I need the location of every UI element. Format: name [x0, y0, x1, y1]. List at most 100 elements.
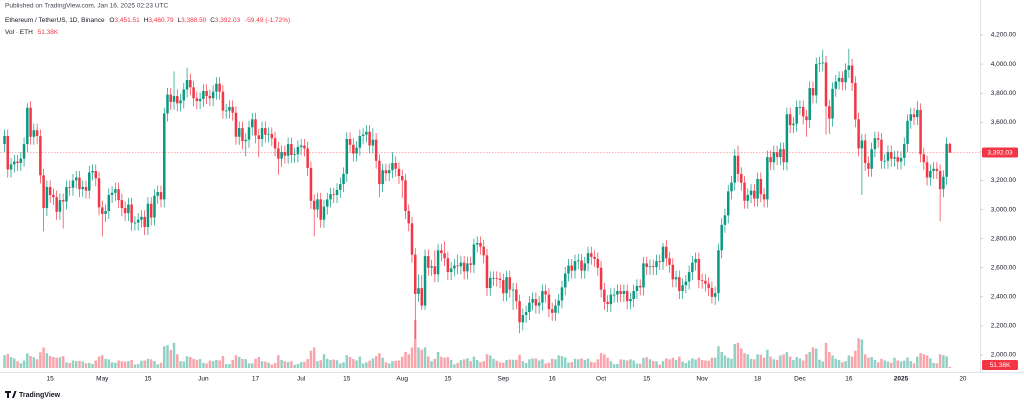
volume-bar	[472, 356, 476, 368]
volume-label: 51.38K	[990, 362, 1011, 369]
candle-body	[81, 186, 84, 190]
volume-bar	[19, 363, 23, 368]
volume-bar	[537, 360, 541, 368]
volume-bar	[192, 358, 195, 368]
volume-bar	[919, 353, 922, 368]
candle-body	[720, 224, 723, 251]
volume-bar	[130, 360, 133, 368]
candle-body	[153, 195, 156, 218]
volume-bar	[671, 357, 675, 368]
candle-body	[189, 80, 192, 88]
candle-body	[629, 299, 632, 302]
x-tick-label: 16	[549, 376, 557, 383]
candle-body	[42, 175, 45, 209]
volume-bar	[844, 361, 847, 368]
volume-bar	[273, 362, 277, 368]
volume-bar	[42, 347, 45, 368]
volume-bar	[651, 361, 655, 368]
candle-body	[58, 200, 62, 212]
volume-bar	[104, 358, 107, 368]
candle-body	[423, 256, 427, 306]
volume-bar	[218, 360, 221, 368]
candle-body	[387, 170, 391, 174]
candle-body	[329, 194, 332, 200]
candle-body	[935, 168, 939, 171]
x-tick-label: Dec	[794, 376, 806, 383]
candle-body	[110, 192, 114, 195]
x-tick-label: Aug	[396, 376, 408, 383]
candle-body	[335, 189, 339, 195]
candle-body	[143, 216, 146, 227]
volume-bar	[736, 342, 740, 368]
candle-body	[896, 157, 899, 162]
candle-body	[280, 152, 283, 159]
volume-bar	[140, 360, 143, 368]
volume-bar	[456, 362, 459, 368]
volume-bar	[13, 358, 16, 368]
volume-bar	[283, 361, 287, 368]
candle-body	[495, 277, 499, 279]
candle-body	[674, 277, 678, 280]
candle-body	[616, 291, 619, 295]
volume-bar	[850, 356, 854, 368]
volume-bar	[889, 362, 893, 368]
volume-bar	[495, 360, 499, 368]
volume-bar	[818, 359, 821, 368]
candle-body	[453, 265, 456, 269]
candle-body	[166, 94, 169, 114]
candle-body	[668, 258, 671, 265]
volume-bar	[440, 356, 443, 368]
candle-body	[71, 180, 75, 188]
candle-body	[521, 315, 525, 323]
volume-bar	[596, 359, 600, 368]
volume-bar	[345, 355, 349, 368]
candle-body	[785, 114, 789, 163]
candle-body	[870, 149, 873, 169]
candle-body	[834, 81, 838, 89]
volume-bar	[622, 359, 626, 368]
candle-body	[694, 259, 697, 263]
candle-body	[723, 215, 727, 225]
volume-bar	[312, 347, 316, 368]
volume-bar	[795, 357, 798, 368]
candle-body	[603, 289, 606, 302]
volume-bar	[824, 342, 828, 368]
volume-bar	[909, 361, 913, 368]
volume-bar	[423, 347, 427, 368]
volume-bar	[244, 359, 247, 368]
candle-body	[505, 277, 508, 294]
candle-body	[596, 259, 600, 268]
last-price-box	[982, 147, 1018, 158]
volume-bar	[342, 362, 345, 368]
volume-bar	[433, 358, 437, 368]
volume-bar	[414, 320, 417, 368]
volume-bar	[166, 345, 169, 368]
candle-body	[410, 223, 414, 255]
volume-bar	[114, 362, 117, 368]
candle-body	[557, 300, 560, 306]
candle-body	[544, 291, 547, 295]
volume-bar	[779, 355, 782, 368]
y-tick-label: 2,600.00	[991, 264, 1017, 271]
volume-bar	[482, 361, 485, 368]
candle-body	[6, 136, 10, 170]
x-tick-label: 2025	[894, 376, 909, 383]
x-tick-label: May	[96, 376, 109, 383]
volume-bar	[710, 357, 714, 368]
candle-body	[48, 186, 52, 195]
candle-body	[16, 161, 19, 163]
volume-bar	[475, 360, 479, 368]
x-tick-label: 15	[343, 376, 351, 383]
legend-key: H	[144, 17, 149, 24]
legend-value: 3,460.79	[148, 17, 174, 24]
volume-bar	[775, 360, 779, 368]
volume-bar	[857, 338, 860, 368]
candle-body	[176, 96, 179, 104]
candle-body	[244, 139, 247, 142]
volume-bar	[231, 360, 234, 368]
volume-bar	[704, 360, 707, 368]
volume-bar	[642, 357, 645, 368]
volume-bar	[179, 361, 182, 368]
volume-bar	[707, 360, 710, 368]
volume-legend: Vol · ETH 51.38K	[5, 29, 59, 36]
